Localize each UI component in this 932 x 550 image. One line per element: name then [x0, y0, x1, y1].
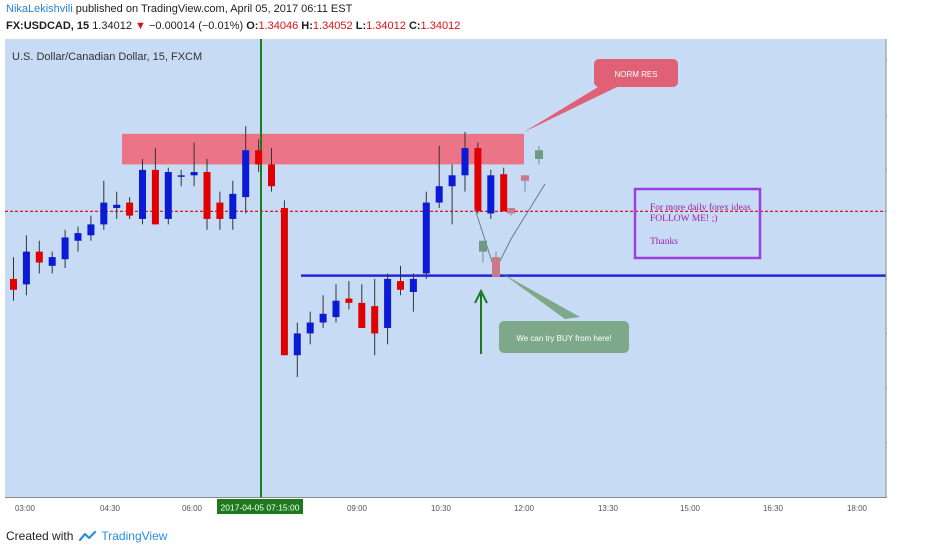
norm-res-callout — [594, 59, 678, 87]
candle-body — [319, 313, 327, 323]
author-link[interactable]: NikaLekishvili — [6, 3, 73, 15]
low-value: 1.34012 — [366, 20, 406, 32]
time-tick-label: 04:30 — [100, 504, 121, 513]
footer: Created with TradingView — [6, 529, 167, 543]
candle-body — [474, 148, 482, 212]
candle-body — [435, 186, 443, 203]
crosshair-time-badge — [217, 499, 303, 514]
time-tick-label: 03:00 — [15, 504, 36, 513]
price-chart[interactable]: U.S. Dollar/Canadian Dollar, 15, FXCM NOR… — [5, 39, 932, 497]
projection-candle — [535, 150, 543, 159]
resistance-zone — [122, 133, 524, 165]
open-value: 1.34046 — [258, 20, 299, 32]
open-label: O: — [246, 20, 259, 32]
candle-body — [242, 150, 250, 198]
candle-body — [151, 169, 159, 225]
plot-background — [5, 39, 886, 497]
candle-body — [139, 169, 146, 219]
change-value: −0.00014 (−0.01%) — [148, 20, 244, 32]
candle-body — [229, 193, 237, 219]
candle-body — [255, 150, 263, 165]
tradingview-brand[interactable]: TradingView — [79, 529, 167, 543]
close-value: 1.34012 — [420, 20, 461, 32]
projection-candle — [479, 240, 487, 252]
candle-body — [345, 298, 353, 303]
candle-body — [268, 164, 275, 187]
candle-body — [203, 172, 211, 219]
candle-body — [87, 224, 95, 236]
candle-body — [448, 175, 456, 187]
time-tick-label: 10:30 — [431, 504, 452, 513]
time-tick-label: 12:00 — [514, 504, 535, 513]
crosshair-time-label: 2017-04-05 07:15:00 — [221, 503, 300, 513]
time-tick-label: 15:00 — [680, 504, 701, 513]
candle-body — [500, 174, 508, 212]
tradingview-logo-icon — [79, 530, 97, 542]
candle-body — [113, 204, 121, 209]
candle-body — [371, 306, 379, 334]
close-label: C: — [408, 20, 421, 32]
norm-res-label: NORM RES — [614, 70, 657, 79]
follow-note-box — [633, 187, 762, 260]
candle-body — [177, 175, 185, 177]
projection-candle — [507, 208, 515, 214]
follow-note-line2: FOLLOW ME! ;) — [650, 213, 717, 224]
candle-body — [22, 251, 30, 285]
time-axis: 03:00 04:30 06:00 09:00 10:30 12:00 13:30 15:00… — [5, 497, 887, 514]
time-tick-label: 09:00 — [347, 504, 368, 513]
projection-candle — [492, 257, 500, 277]
published-text: published on TradingView.com, April 05, … — [75, 3, 353, 15]
candle-body — [100, 202, 108, 225]
last-price: 1.34012 — [92, 20, 132, 32]
candle-body — [280, 208, 288, 356]
candle-body — [74, 233, 82, 241]
created-with-label: Created with — [6, 529, 74, 543]
projection-path — [474, 183, 546, 273]
time-tick-label: 16:30 — [763, 504, 784, 513]
buy-arrow-head — [474, 288, 488, 304]
candle-body — [61, 237, 69, 260]
candle-body — [216, 202, 224, 219]
candle-body — [397, 281, 404, 290]
ohlc-line: FX:USDCAD, 15 1.34012 ▼ −0.00014 (−0.01%… — [6, 20, 460, 32]
follow-note-line1: For more daily forex ideas — [650, 202, 751, 213]
candle-body — [409, 278, 417, 292]
time-tick-label: 06:00 — [182, 504, 203, 513]
publish-info: NikaLekishvili published on TradingView.… — [6, 3, 352, 15]
candle-body — [487, 175, 495, 214]
candle-body — [293, 333, 301, 356]
high-value: 1.34052 — [312, 20, 353, 32]
candle-body — [384, 278, 392, 328]
candle-body — [332, 300, 340, 318]
projection-candle — [521, 175, 529, 181]
time-tick-label: 18:00 — [847, 504, 868, 513]
candle-body — [422, 202, 430, 274]
down-arrow-icon: ▼ — [135, 20, 146, 32]
candle-body — [126, 202, 134, 216]
candle-body — [358, 302, 366, 328]
time-tick-label: 13:30 — [598, 504, 619, 513]
high-label: H: — [301, 20, 313, 32]
candle-body — [35, 251, 43, 263]
buy-callout-pointer — [503, 274, 580, 319]
candle-body — [190, 172, 198, 176]
buy-callout-label: We can try BUY from here! — [516, 334, 611, 343]
symbol-label: FX:USDCAD, 15 — [6, 20, 90, 32]
tradingview-label: TradingView — [101, 529, 168, 543]
chart-title: U.S. Dollar/Canadian Dollar, 15, FXCM — [12, 51, 202, 63]
candle-body — [164, 172, 172, 219]
candle-body — [306, 322, 314, 334]
chart-area[interactable]: U.S. Dollar/Canadian Dollar, 15, FXCM NOR… — [5, 39, 932, 497]
candle-body — [48, 257, 56, 266]
low-label: L: — [355, 20, 367, 32]
norm-res-pointer — [524, 81, 617, 132]
candle-body — [10, 278, 17, 290]
buy-callout — [499, 321, 629, 353]
candle-body — [461, 148, 469, 176]
follow-note-thanks: Thanks — [650, 237, 678, 247]
